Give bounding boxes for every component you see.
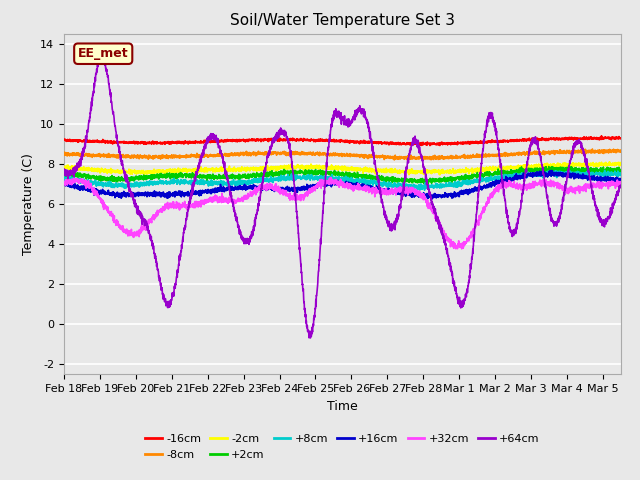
-8cm bbox=[589, 146, 596, 152]
+32cm bbox=[157, 208, 164, 214]
+8cm bbox=[60, 174, 68, 180]
+2cm bbox=[124, 174, 131, 180]
-16cm bbox=[124, 140, 131, 145]
-2cm bbox=[124, 169, 131, 175]
+8cm bbox=[157, 180, 164, 185]
-16cm bbox=[274, 137, 282, 143]
+2cm bbox=[60, 170, 68, 176]
+64cm bbox=[307, 335, 314, 341]
Legend: -16cm, -8cm, -2cm, +2cm, +8cm, +16cm, +32cm, +64cm: -16cm, -8cm, -2cm, +2cm, +8cm, +16cm, +3… bbox=[141, 430, 544, 464]
+64cm bbox=[97, 51, 105, 57]
Y-axis label: Temperature (C): Temperature (C) bbox=[22, 153, 35, 255]
+32cm bbox=[327, 175, 335, 180]
+64cm bbox=[124, 180, 132, 186]
-2cm bbox=[606, 161, 614, 167]
+2cm bbox=[547, 166, 554, 171]
-2cm bbox=[298, 165, 305, 170]
+16cm bbox=[548, 168, 556, 173]
-16cm bbox=[298, 137, 305, 143]
Line: -8cm: -8cm bbox=[64, 149, 621, 160]
-2cm bbox=[617, 160, 625, 166]
+8cm bbox=[274, 175, 282, 181]
+16cm bbox=[274, 186, 282, 192]
-2cm bbox=[274, 164, 282, 170]
+2cm bbox=[157, 172, 164, 178]
+8cm bbox=[617, 172, 625, 178]
Line: +8cm: +8cm bbox=[64, 170, 621, 190]
+16cm bbox=[298, 187, 305, 193]
Title: Soil/Water Temperature Set 3: Soil/Water Temperature Set 3 bbox=[230, 13, 455, 28]
+64cm bbox=[157, 283, 164, 289]
-16cm bbox=[157, 141, 164, 147]
-16cm bbox=[606, 135, 614, 141]
+2cm bbox=[545, 164, 552, 169]
+32cm bbox=[617, 185, 625, 191]
+16cm bbox=[60, 181, 68, 187]
-8cm bbox=[617, 149, 625, 155]
-16cm bbox=[426, 143, 434, 148]
-8cm bbox=[606, 148, 614, 154]
Text: EE_met: EE_met bbox=[78, 47, 129, 60]
+8cm bbox=[420, 187, 428, 193]
+2cm bbox=[606, 167, 614, 172]
+64cm bbox=[298, 272, 306, 278]
Line: -2cm: -2cm bbox=[64, 162, 621, 175]
+64cm bbox=[60, 166, 68, 172]
+16cm bbox=[124, 191, 131, 196]
+32cm bbox=[60, 180, 68, 185]
+64cm bbox=[547, 208, 554, 214]
-8cm bbox=[390, 157, 398, 163]
+16cm bbox=[157, 192, 164, 197]
+2cm bbox=[617, 168, 625, 174]
-8cm bbox=[60, 152, 68, 158]
+8cm bbox=[298, 175, 305, 181]
+32cm bbox=[606, 182, 614, 188]
-8cm bbox=[124, 155, 131, 160]
Line: +2cm: +2cm bbox=[64, 167, 621, 184]
+32cm bbox=[547, 179, 554, 185]
+2cm bbox=[274, 170, 282, 176]
-2cm bbox=[566, 159, 574, 165]
-8cm bbox=[274, 150, 282, 156]
-8cm bbox=[298, 149, 305, 155]
+8cm bbox=[606, 172, 614, 178]
X-axis label: Time: Time bbox=[327, 400, 358, 413]
+8cm bbox=[124, 183, 131, 189]
-2cm bbox=[546, 162, 554, 168]
+32cm bbox=[298, 192, 305, 198]
+8cm bbox=[601, 168, 609, 173]
-8cm bbox=[546, 149, 554, 155]
Line: +64cm: +64cm bbox=[64, 54, 621, 338]
-16cm bbox=[60, 137, 68, 143]
+16cm bbox=[546, 170, 554, 176]
+64cm bbox=[617, 182, 625, 188]
-16cm bbox=[546, 136, 554, 142]
-8cm bbox=[157, 154, 164, 159]
Line: -16cm: -16cm bbox=[64, 136, 621, 145]
+32cm bbox=[458, 246, 465, 252]
-2cm bbox=[436, 172, 444, 178]
-16cm bbox=[598, 133, 605, 139]
+16cm bbox=[617, 176, 625, 181]
-16cm bbox=[617, 135, 625, 141]
+64cm bbox=[274, 134, 282, 140]
Line: +16cm: +16cm bbox=[64, 170, 621, 199]
+32cm bbox=[124, 228, 131, 234]
+2cm bbox=[424, 181, 432, 187]
+16cm bbox=[428, 196, 436, 202]
+32cm bbox=[274, 186, 282, 192]
Line: +32cm: +32cm bbox=[64, 178, 621, 249]
-2cm bbox=[157, 169, 164, 175]
+8cm bbox=[546, 169, 554, 175]
-2cm bbox=[60, 166, 68, 171]
+16cm bbox=[606, 177, 614, 183]
+64cm bbox=[606, 210, 614, 216]
+2cm bbox=[298, 169, 305, 175]
